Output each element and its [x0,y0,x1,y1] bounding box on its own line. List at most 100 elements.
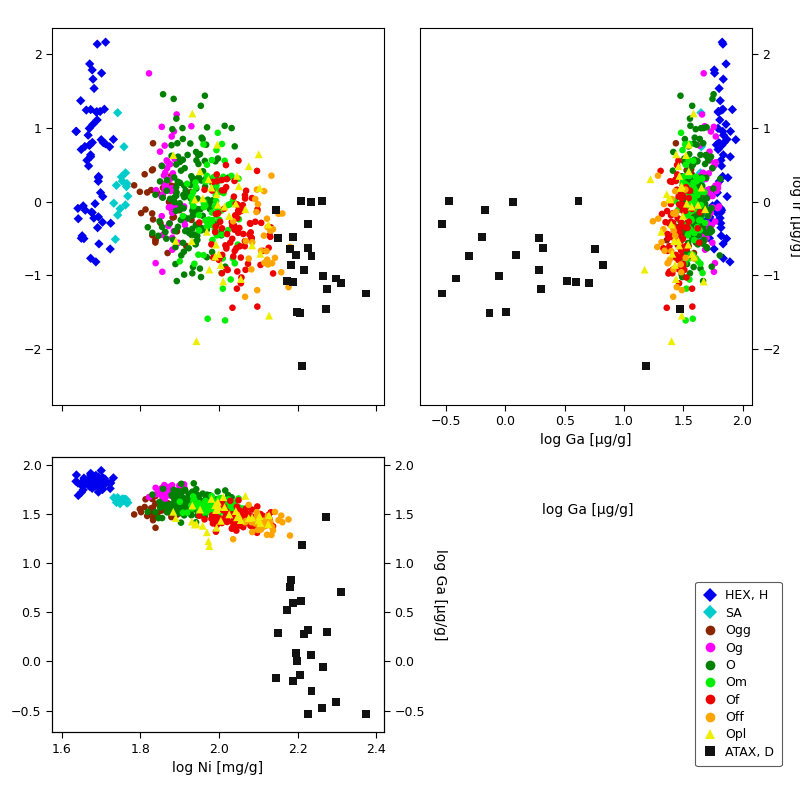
Point [667,224,680,237]
Point [697,237,710,250]
Point [572,195,585,208]
Point [190,335,203,348]
Point [194,496,206,509]
Point [195,222,208,235]
Point [170,493,183,506]
Point [189,237,202,250]
Point [714,140,726,153]
Point [683,170,696,183]
Point [215,172,228,185]
Point [226,232,238,245]
Point [706,260,718,273]
Point [167,498,180,511]
Point [170,158,182,171]
Point [230,282,243,295]
Point [684,217,697,230]
Point [244,217,257,230]
Point [228,517,241,530]
Point [228,503,241,516]
Point [206,184,218,197]
Point [233,504,246,517]
Point [251,500,264,513]
Point [223,498,236,511]
Point [249,518,262,531]
Point [671,212,684,225]
Point [185,191,198,204]
Point [258,515,270,527]
Point [146,227,158,239]
Point [174,164,187,177]
Point [686,300,698,313]
Point [163,183,176,196]
Point [673,202,686,215]
Point [226,523,238,536]
Point [210,220,222,233]
Point [688,227,701,239]
Point [210,168,223,181]
Point [166,486,179,499]
Point [266,222,279,235]
Point [206,503,218,516]
Point [679,225,692,238]
Point [706,162,718,175]
Point [682,154,694,167]
Point [70,125,83,138]
Point [234,239,246,252]
Point [177,210,190,222]
Point [686,222,698,235]
Point [202,193,214,206]
Point [677,257,690,270]
Point [170,235,182,248]
Point [70,125,82,138]
Point [665,209,678,222]
Point [139,203,152,216]
Point [168,485,181,498]
Point [674,239,686,252]
Point [695,172,708,185]
Point [190,203,203,216]
Point [174,497,186,510]
Point [98,472,111,485]
Point [226,252,239,265]
Point [212,516,225,529]
Point [246,239,258,252]
Point [198,501,210,514]
Point [188,518,201,531]
Point [214,501,227,514]
Point [254,517,266,530]
Point [688,153,701,166]
Point [717,237,730,250]
Point [685,163,698,176]
Point [186,485,198,498]
Point [209,496,222,509]
Point [206,218,218,231]
Point [665,215,678,228]
Point [197,506,210,519]
Point [681,217,694,230]
Point [646,214,659,227]
Point [156,188,169,201]
Point [262,309,275,322]
Point [91,221,104,234]
Point [672,253,685,266]
Point [169,184,182,197]
Point [229,518,242,531]
Point [250,205,263,218]
Point [706,189,719,202]
Point [122,189,134,202]
Point [86,206,98,219]
Point [210,493,223,506]
Point [87,477,100,490]
Point [103,477,116,490]
Point [682,229,694,242]
Point [128,179,141,192]
Point [160,500,173,513]
Point [676,241,689,254]
Point [172,199,185,212]
Point [476,230,489,243]
Point [235,205,248,218]
Point [234,511,247,524]
Point [152,229,165,242]
Point [321,625,334,638]
Point [228,221,241,234]
